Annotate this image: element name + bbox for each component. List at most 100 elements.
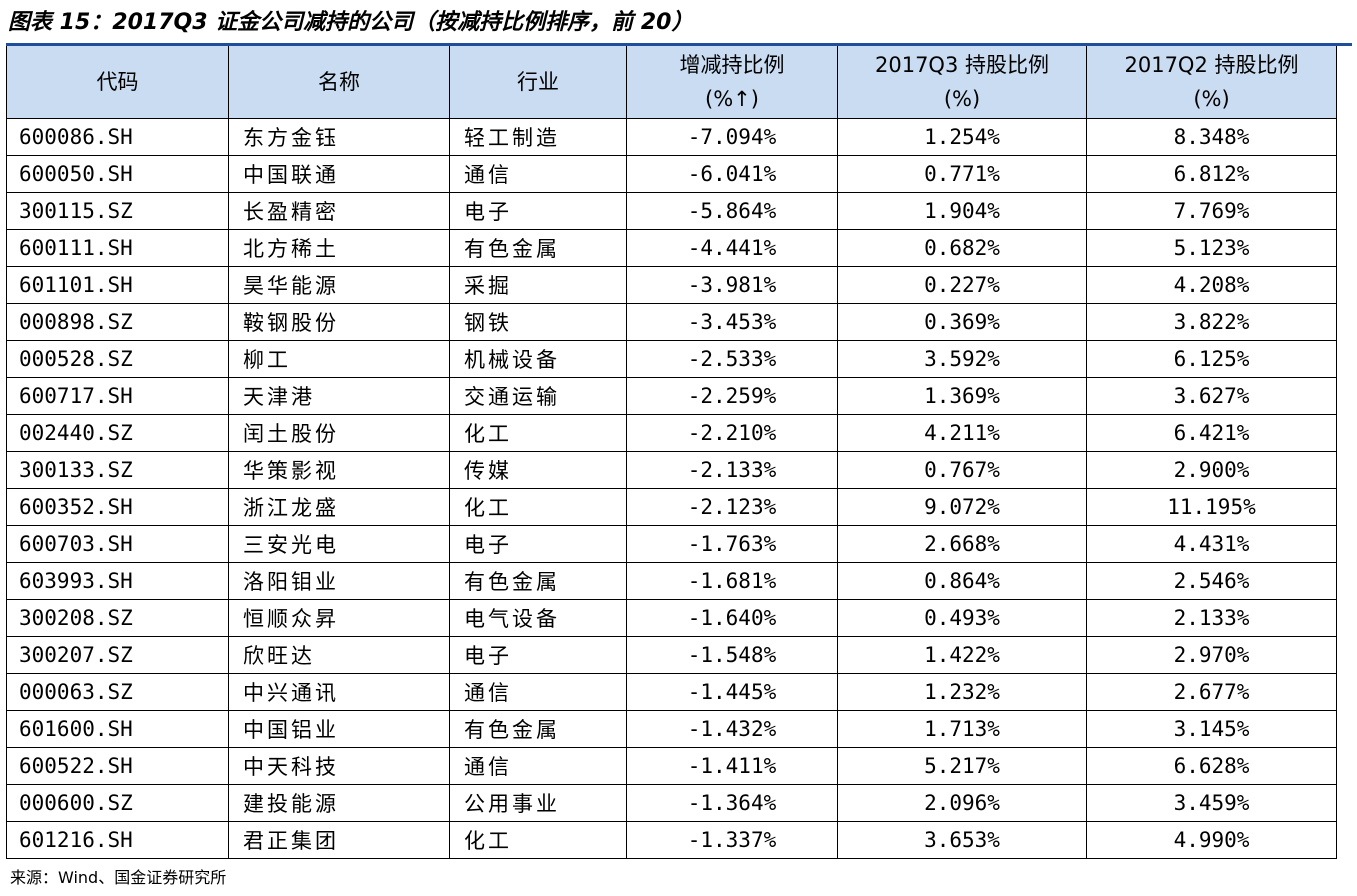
table-row: 601216.SH 君正集团 化工 -1.337% 3.653% 4.990% — [6, 821, 1337, 859]
cell-q3-holding: 0.369% — [837, 303, 1087, 341]
cell-industry: 采掘 — [449, 266, 627, 304]
cell-q2-holding: 11.195% — [1086, 488, 1337, 526]
cell-change: -1.337% — [626, 821, 838, 859]
cell-code: 000600.SZ — [6, 784, 229, 822]
cell-q2-holding: 3.459% — [1086, 784, 1337, 822]
cell-name: 三安光电 — [228, 525, 450, 563]
cell-q2-holding: 5.123% — [1086, 229, 1337, 267]
cell-change: -7.094% — [626, 118, 838, 156]
cell-industry: 轻工制造 — [449, 118, 627, 156]
cell-change: -2.123% — [626, 488, 838, 526]
cell-name: 闰土股份 — [228, 414, 450, 452]
cell-code: 600717.SH — [6, 377, 229, 415]
table-row: 300115.SZ 长盈精密 电子 -5.864% 1.904% 7.769% — [6, 192, 1337, 230]
cell-q2-holding: 2.677% — [1086, 673, 1337, 711]
header-q3-label: 2017Q3 持股比例 — [874, 53, 1049, 77]
cell-name: 浙江龙盛 — [228, 488, 450, 526]
table-row: 000063.SZ 中兴通讯 通信 -1.445% 1.232% 2.677% — [6, 673, 1337, 711]
cell-industry: 公用事业 — [449, 784, 627, 822]
header-q2: 2017Q2 持股比例 (%) — [1086, 46, 1337, 119]
cell-name: 长盈精密 — [228, 192, 450, 230]
header-change: 增减持比例 (%↑) — [626, 46, 838, 119]
cell-change: -1.445% — [626, 673, 838, 711]
cell-change: -6.041% — [626, 155, 838, 193]
table-body: 600086.SH 东方金钰 轻工制造 -7.094% 1.254% 8.348% 6000… — [6, 118, 1337, 859]
table-row: 600111.SH 北方稀土 有色金属 -4.441% 0.682% 5.123% — [6, 229, 1337, 267]
table-row: 600703.SH 三安光电 电子 -1.763% 2.668% 4.431% — [6, 525, 1337, 563]
header-code: 代码 — [6, 46, 229, 119]
header-q2-unit: (%) — [1193, 87, 1230, 111]
cell-name: 中兴通讯 — [228, 673, 450, 711]
cell-code: 300207.SZ — [6, 636, 229, 674]
cell-q3-holding: 1.422% — [837, 636, 1087, 674]
cell-industry: 电子 — [449, 525, 627, 563]
cell-q3-holding: 1.369% — [837, 377, 1087, 415]
cell-name: 建投能源 — [228, 784, 450, 822]
cell-q2-holding: 2.546% — [1086, 562, 1337, 600]
cell-name: 中国联通 — [228, 155, 450, 193]
cell-industry: 通信 — [449, 673, 627, 711]
cell-industry: 有色金属 — [449, 710, 627, 748]
cell-q2-holding: 4.208% — [1086, 266, 1337, 304]
table-row: 600050.SH 中国联通 通信 -6.041% 0.771% 6.812% — [6, 155, 1337, 193]
table-row: 600086.SH 东方金钰 轻工制造 -7.094% 1.254% 8.348% — [6, 118, 1337, 156]
cell-industry: 化工 — [449, 821, 627, 859]
cell-industry: 电子 — [449, 192, 627, 230]
cell-q3-holding: 2.096% — [837, 784, 1087, 822]
table-row: 300207.SZ 欣旺达 电子 -1.548% 1.422% 2.970% — [6, 636, 1337, 674]
cell-q3-holding: 0.767% — [837, 451, 1087, 489]
cell-q3-holding: 1.232% — [837, 673, 1087, 711]
cell-industry: 电气设备 — [449, 599, 627, 637]
header-change-label: 增减持比例 — [679, 53, 785, 77]
table-row: 300208.SZ 恒顺众昇 电气设备 -1.640% 0.493% 2.133% — [6, 599, 1337, 637]
header-industry-label: 行业 — [517, 70, 559, 94]
table-row: 000898.SZ 鞍钢股份 钢铁 -3.453% 0.369% 3.822% — [6, 303, 1337, 341]
cell-code: 600352.SH — [6, 488, 229, 526]
cell-q3-holding: 0.682% — [837, 229, 1087, 267]
cell-code: 600086.SH — [6, 118, 229, 156]
cell-name: 柳工 — [228, 340, 450, 378]
header-code-label: 代码 — [96, 70, 139, 94]
cell-q2-holding: 3.145% — [1086, 710, 1337, 748]
header-q3-unit: (%) — [943, 87, 981, 111]
cell-q3-holding: 9.072% — [837, 488, 1087, 526]
cell-name: 中天科技 — [228, 747, 450, 785]
header-q2-label: 2017Q2 持股比例 — [1124, 53, 1299, 77]
cell-q2-holding: 7.769% — [1086, 192, 1337, 230]
cell-code: 300208.SZ — [6, 599, 229, 637]
table-row: 600352.SH 浙江龙盛 化工 -2.123% 9.072% 11.195% — [6, 488, 1337, 526]
cell-code: 600111.SH — [6, 229, 229, 267]
cell-code: 603993.SH — [6, 562, 229, 600]
table-row: 603993.SH 洛阳钼业 有色金属 -1.681% 0.864% 2.546% — [6, 562, 1337, 600]
cell-q3-holding: 2.668% — [837, 525, 1087, 563]
table-row: 300133.SZ 华策影视 传媒 -2.133% 0.767% 2.900% — [6, 451, 1337, 489]
cell-industry: 传媒 — [449, 451, 627, 489]
cell-q2-holding: 2.900% — [1086, 451, 1337, 489]
cell-q3-holding: 0.227% — [837, 266, 1087, 304]
cell-industry: 有色金属 — [449, 562, 627, 600]
cell-change: -2.259% — [626, 377, 838, 415]
cell-code: 600703.SH — [6, 525, 229, 563]
cell-change: -2.133% — [626, 451, 838, 489]
cell-name: 天津港 — [228, 377, 450, 415]
cell-q2-holding: 4.431% — [1086, 525, 1337, 563]
cell-q3-holding: 1.254% — [837, 118, 1087, 156]
cell-code: 000898.SZ — [6, 303, 229, 341]
cell-code: 000063.SZ — [6, 673, 229, 711]
cell-code: 000528.SZ — [6, 340, 229, 378]
cell-industry: 通信 — [449, 155, 627, 193]
cell-code: 601101.SH — [6, 266, 229, 304]
cell-q2-holding: 2.133% — [1086, 599, 1337, 637]
cell-industry: 电子 — [449, 636, 627, 674]
cell-name: 中国铝业 — [228, 710, 450, 748]
cell-industry: 有色金属 — [449, 229, 627, 267]
cell-name: 东方金钰 — [228, 118, 450, 156]
cell-q3-holding: 1.713% — [837, 710, 1087, 748]
cell-industry: 通信 — [449, 747, 627, 785]
title-rule — [6, 43, 1352, 46]
cell-q3-holding: 3.653% — [837, 821, 1087, 859]
cell-change: -1.640% — [626, 599, 838, 637]
cell-q3-holding: 0.864% — [837, 562, 1087, 600]
cell-q3-holding: 1.904% — [837, 192, 1087, 230]
cell-q2-holding: 2.970% — [1086, 636, 1337, 674]
